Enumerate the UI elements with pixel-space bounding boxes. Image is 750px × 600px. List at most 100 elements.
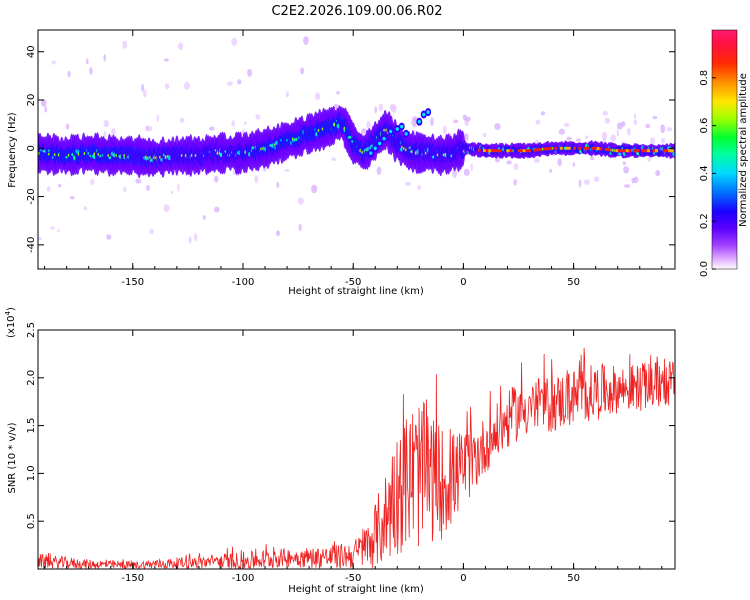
spectrogram-halo-speck: [83, 206, 88, 211]
spectrogram-halo-speck: [69, 195, 75, 200]
spectrogram-halo-speck: [40, 99, 47, 107]
spectrogram-x-tick-label: -100: [232, 277, 255, 288]
spectrogram-halo-speck: [376, 166, 382, 175]
snr-multiplier-exponent: 4: [4, 310, 12, 315]
spectrogram-halo-speck: [430, 117, 434, 127]
spectrogram-halo-speck: [38, 237, 42, 241]
spectrogram-max-cell: [615, 149, 619, 153]
snr-multiplier-close: ): [6, 307, 17, 311]
spectrogram-max-cell: [668, 149, 672, 153]
spectrogram-halo-speck: [46, 186, 51, 192]
spectrogram-halo-speck: [85, 58, 89, 65]
spectrogram-halo-speck: [163, 58, 169, 62]
spectrogram-branch-peak: [422, 112, 426, 117]
spectrogram-halo-speck: [146, 184, 150, 191]
spectrogram-halo-speck: [361, 128, 367, 134]
spectrogram-y-tick-label: -40: [26, 237, 37, 253]
spectrogram-x-tick-label: -150: [121, 277, 144, 288]
spectrogram-y-tick-label: -20: [26, 188, 37, 204]
spectrogram-halo-speck: [464, 116, 471, 122]
snr-xlabel: Height of straight line (km): [288, 584, 424, 595]
spectrogram-halo-speck: [666, 127, 673, 132]
spectrogram-halo-speck: [247, 68, 253, 77]
spectrogram-halo-speck: [89, 67, 93, 75]
spectrogram-halo-speck: [366, 120, 372, 129]
spectrogram-halo-speck: [602, 110, 609, 116]
spectrogram-max-cell: [625, 149, 629, 153]
spectrogram-halo-speck: [331, 157, 337, 162]
spectrogram-halo-speck: [623, 184, 631, 188]
spectrogram-max-cell: [485, 149, 489, 153]
spectrogram-halo-speck: [49, 226, 56, 230]
spectrogram-halo-speck: [549, 168, 552, 174]
spectrogram-max-cell: [647, 149, 651, 153]
spectrogram-y-tick-label: 0: [26, 145, 37, 151]
spectrogram-max-cell: [586, 146, 590, 150]
spectrogram-halo-speck: [578, 179, 582, 188]
spectrogram-halo-speck: [103, 130, 107, 138]
spectrogram-halo-speck: [298, 223, 302, 232]
spectrogram-panel: -150 -100 -50 0 50 -40 -20 0 20 40 Height of str…: [7, 29, 676, 297]
spectrogram-max-cell: [665, 149, 669, 153]
spectrogram-xlabel: Height of straight line (km): [288, 286, 424, 297]
spectrogram-halo-speck: [378, 103, 383, 112]
spectrogram-halo-speck: [67, 70, 71, 78]
spectrogram-max-cell: [583, 146, 587, 150]
spectrogram-halo-speck: [276, 181, 280, 189]
spectrogram-halo-speck: [616, 122, 623, 130]
spectrogram-ylabel: Frequency (Hz): [7, 112, 18, 188]
spectrogram-y-tick-label: 40: [26, 45, 37, 58]
colorbar: 0.0 0.2 0.4 0.6 0.8 Normalized spectral ampl…: [699, 29, 749, 277]
spectrogram-max-cell: [559, 146, 563, 150]
spectrogram-halo-speck: [563, 122, 570, 128]
spectrogram-halo-speck: [231, 37, 238, 46]
spectrogram-halo-speck: [213, 206, 220, 213]
spectrogram-max-cell: [620, 149, 624, 153]
spectrogram-max-cell: [543, 147, 547, 151]
spectrogram-max-cell: [488, 149, 492, 153]
spectrogram-frame: [37, 29, 676, 270]
spectrogram-halo-speck: [652, 115, 658, 120]
spectrogram-halo-speck: [655, 170, 661, 177]
spectrogram-max-cell: [538, 148, 542, 152]
snr-series-line: [38, 347, 675, 569]
colorbar-label: Normalized spectral amplitude: [738, 73, 749, 227]
spectrogram-halo-speck: [44, 106, 48, 113]
spectrogram-halo-speck: [193, 232, 198, 241]
spectrogram-halo-speck: [297, 197, 304, 205]
snr-x-tick-label: 50: [567, 573, 580, 584]
spectrogram-halo-speck: [170, 190, 174, 194]
spectrogram-y-ticks: -40 -20 0 20 40: [26, 45, 675, 253]
spectrogram-halo-speck: [494, 157, 500, 163]
spectrogram-max-cell: [506, 149, 510, 153]
spectrogram-max-cell: [591, 146, 595, 150]
spectrogram-halo-speck: [470, 163, 474, 172]
spectrogram-halo-speck: [647, 156, 651, 163]
spectrogram-max-cell: [636, 149, 640, 153]
spectrogram-max-cell: [572, 146, 576, 150]
spectrogram-max-cell: [549, 146, 553, 150]
spectrogram-halo-speck: [593, 176, 600, 183]
spectrogram-halo-speck: [374, 106, 378, 114]
colorbar-ticks: 0.0 0.2 0.4 0.6 0.8: [699, 70, 716, 277]
spectrogram-max-cell: [525, 149, 529, 153]
spectrogram-halo-speck: [149, 228, 154, 235]
spectrogram-peak-cell: [672, 151, 675, 157]
spectrogram-halo-speck: [208, 126, 215, 131]
spectrogram-halo-speck: [123, 186, 127, 193]
spectrogram-halo-speck: [284, 168, 290, 173]
spectrogram-halo-speck: [135, 178, 142, 184]
spectrogram-y-tick-label: 20: [26, 94, 37, 107]
spectrogram-halo-speck: [623, 166, 630, 174]
spectrogram-max-cell: [662, 149, 666, 153]
spectrogram-halo-speck: [65, 123, 70, 130]
spectrogram-max-cell: [617, 149, 621, 153]
spectrogram-halo-speck: [557, 158, 562, 167]
spectrogram-halo-speck: [147, 125, 153, 132]
snr-panel: -150 -100 -50 0 50 0.5 1.0 1.5 2.0 2.5 (x104) He…: [4, 307, 676, 595]
spectrogram-halo-speck: [243, 121, 248, 125]
spectrogram-halo-speck: [58, 183, 62, 188]
spectrogram-halo-speck: [90, 179, 95, 185]
spectrogram-halo-speck: [254, 175, 259, 184]
spectrogram-halo-speck: [540, 111, 546, 116]
